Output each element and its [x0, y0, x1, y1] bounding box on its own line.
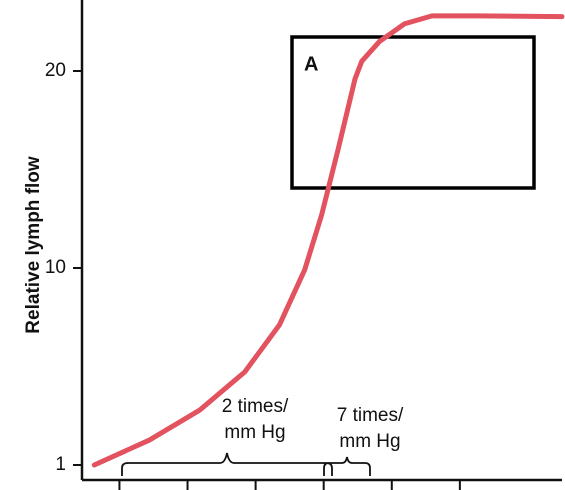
box-label: A	[304, 53, 318, 75]
highlight-box	[290, 35, 536, 190]
brace	[121, 452, 333, 476]
brace	[323, 456, 371, 476]
annotation: 7 times/	[337, 405, 404, 426]
y-tick-label: 20	[45, 60, 66, 81]
annotation: 2 times/	[222, 396, 289, 417]
y-axis-label: Relative lymph flow	[23, 156, 44, 334]
data-line	[91, 13, 565, 468]
annotation: mm Hg	[339, 431, 400, 452]
y-tick-label: 10	[45, 257, 66, 278]
annotation: mm Hg	[224, 422, 285, 443]
y-tick-label: 1	[55, 454, 66, 475]
